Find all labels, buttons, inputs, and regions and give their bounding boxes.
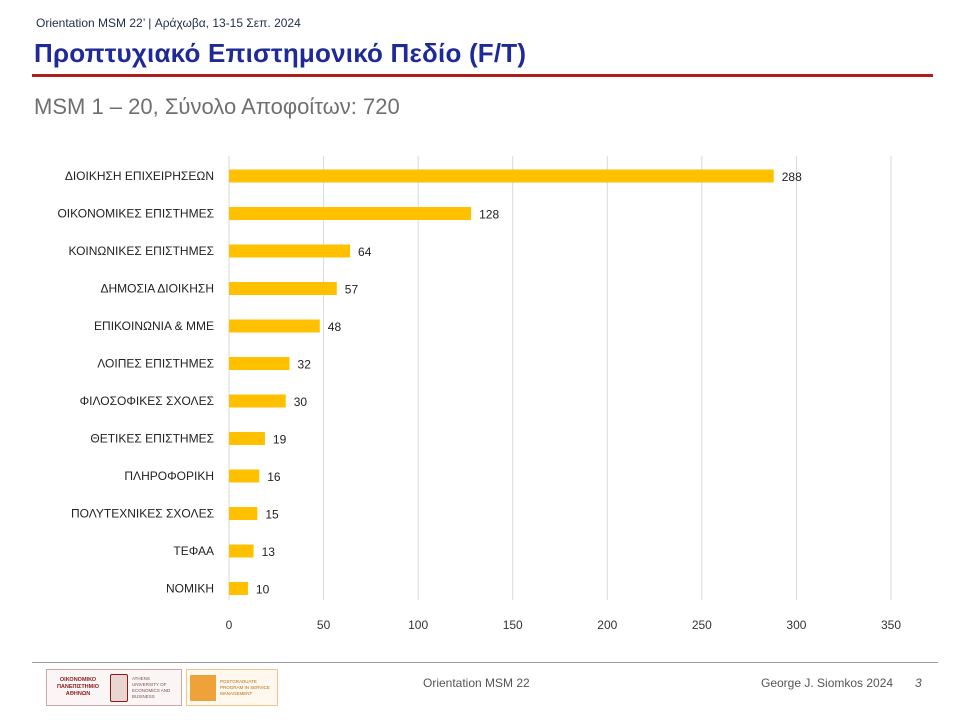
x-tick-label: 250 bbox=[692, 618, 712, 632]
bar bbox=[229, 207, 472, 220]
data-label: 64 bbox=[358, 245, 372, 259]
x-tick-label: 350 bbox=[881, 618, 901, 632]
aueb-logo-english-text: ATHENS UNIVERSITY OF ECONOMICS AND BUSIN… bbox=[132, 675, 171, 699]
bar bbox=[229, 394, 286, 408]
bar bbox=[229, 469, 260, 483]
event-subheader: Orientation MSM 22’ | Αράχωβα, 13-15 Σεπ… bbox=[36, 16, 301, 30]
category-label: ΕΠΙΚΟΙΝΩΝΙΑ & ΜΜΕ bbox=[94, 319, 214, 333]
aueb-logo-greek-text: ΟΙΚΟΝΟΜΙΚΟ ΠΑΝΕΠΙΣΤΗΜΙΟ ΑΘΗΝΩΝ bbox=[56, 677, 100, 697]
page-number: 3 bbox=[915, 676, 922, 690]
category-label: ΛΟΙΠΕΣ ΕΠΙΣΤΗΜΕΣ bbox=[97, 357, 214, 371]
bar bbox=[229, 169, 774, 183]
bar bbox=[229, 507, 258, 520]
x-tick-label: 50 bbox=[317, 618, 331, 632]
x-tick-label: 150 bbox=[503, 618, 523, 632]
bar bbox=[229, 544, 254, 558]
aueb-logo: ΟΙΚΟΝΟΜΙΚΟ ΠΑΝΕΠΙΣΤΗΜΙΟ ΑΘΗΝΩΝ ATHENS UN… bbox=[46, 669, 182, 706]
category-label: ΝΟΜΙΚΗ bbox=[166, 582, 214, 596]
bar bbox=[229, 319, 320, 333]
category-label: ΠΟΛΥΤΕΧΝΙΚΕΣ ΣΧΟΛΕΣ bbox=[71, 507, 214, 521]
page-title: Προπτυχιακό Επιστημονικό Πεδίο (F/T) bbox=[34, 38, 527, 68]
page-subtitle: MSM 1 – 20, Σύνολο Αποφοίτων: 720 bbox=[34, 94, 400, 119]
data-label: 15 bbox=[265, 508, 279, 522]
category-label: ΚΟΙΝΩΝΙΚΕΣ ΕΠΙΣΤΗΜΕΣ bbox=[68, 244, 214, 258]
category-label: ΤΕΦΑΑ bbox=[173, 544, 214, 558]
data-label: 32 bbox=[298, 358, 312, 372]
x-tick-label: 200 bbox=[597, 618, 617, 632]
footer-author: George J. Siomkos 2024 bbox=[761, 676, 894, 690]
bar bbox=[229, 357, 290, 370]
data-label: 48 bbox=[328, 320, 342, 334]
aueb-seal-icon bbox=[110, 673, 128, 702]
bar bbox=[229, 582, 248, 595]
data-label: 288 bbox=[782, 170, 802, 184]
data-label: 128 bbox=[479, 208, 499, 222]
category-label: ΟΙΚΟΝΟΜΙΚΕΣ ΕΠΙΣΤΗΜΕΣ bbox=[57, 207, 214, 221]
category-label: ΔΙΟΙΚΗΣΗ ΕΠΙΧΕΙΡΗΣΕΩΝ bbox=[65, 169, 214, 183]
msm-logo-text: POSTGRADUATE PROGRAM IN SERVICE MANAGEME… bbox=[220, 678, 270, 696]
category-label: ΘΕΤΙΚΕΣ ΕΠΙΣΤΗΜΕΣ bbox=[90, 432, 214, 446]
bar-chart: 0 50 100 150 200 250 300 350 ΔΙΟΙΚΗΣΗ ΕΠΙΧΕΙΡΗΣΕ… bbox=[57, 156, 901, 632]
x-tick-label: 100 bbox=[408, 618, 428, 632]
data-label: 16 bbox=[267, 470, 281, 484]
category-label: ΦΙΛΟΣΟΦΙΚΕΣ ΣΧΟΛΕΣ bbox=[80, 394, 214, 408]
x-tick-label: 300 bbox=[786, 618, 806, 632]
footer-logos: ΟΙΚΟΝΟΜΙΚΟ ΠΑΝΕΠΙΣΤΗΜΙΟ ΑΘΗΝΩΝ ATHENS UN… bbox=[46, 669, 280, 708]
data-label: 19 bbox=[273, 433, 287, 447]
category-label: ΔΗΜΟΣΙΑ ΔΙΟΙΚΗΣΗ bbox=[100, 282, 214, 296]
bar bbox=[229, 432, 265, 445]
x-tick-label: 0 bbox=[226, 618, 233, 632]
data-label: 13 bbox=[262, 545, 276, 559]
footer-center-text: Orientation MSM 22 bbox=[423, 676, 530, 690]
category-label: ΠΛΗΡΟΦΟΡΙΚΗ bbox=[124, 469, 214, 483]
data-label: 57 bbox=[345, 283, 359, 297]
data-label: 10 bbox=[256, 583, 270, 597]
msm-logo: POSTGRADUATE PROGRAM IN SERVICE MANAGEME… bbox=[186, 669, 278, 706]
bar bbox=[229, 244, 351, 258]
msm-logo-mark-icon bbox=[190, 674, 216, 701]
footer-divider bbox=[32, 662, 938, 663]
bar bbox=[229, 282, 337, 295]
data-label: 30 bbox=[294, 395, 308, 409]
title-divider bbox=[32, 74, 933, 77]
